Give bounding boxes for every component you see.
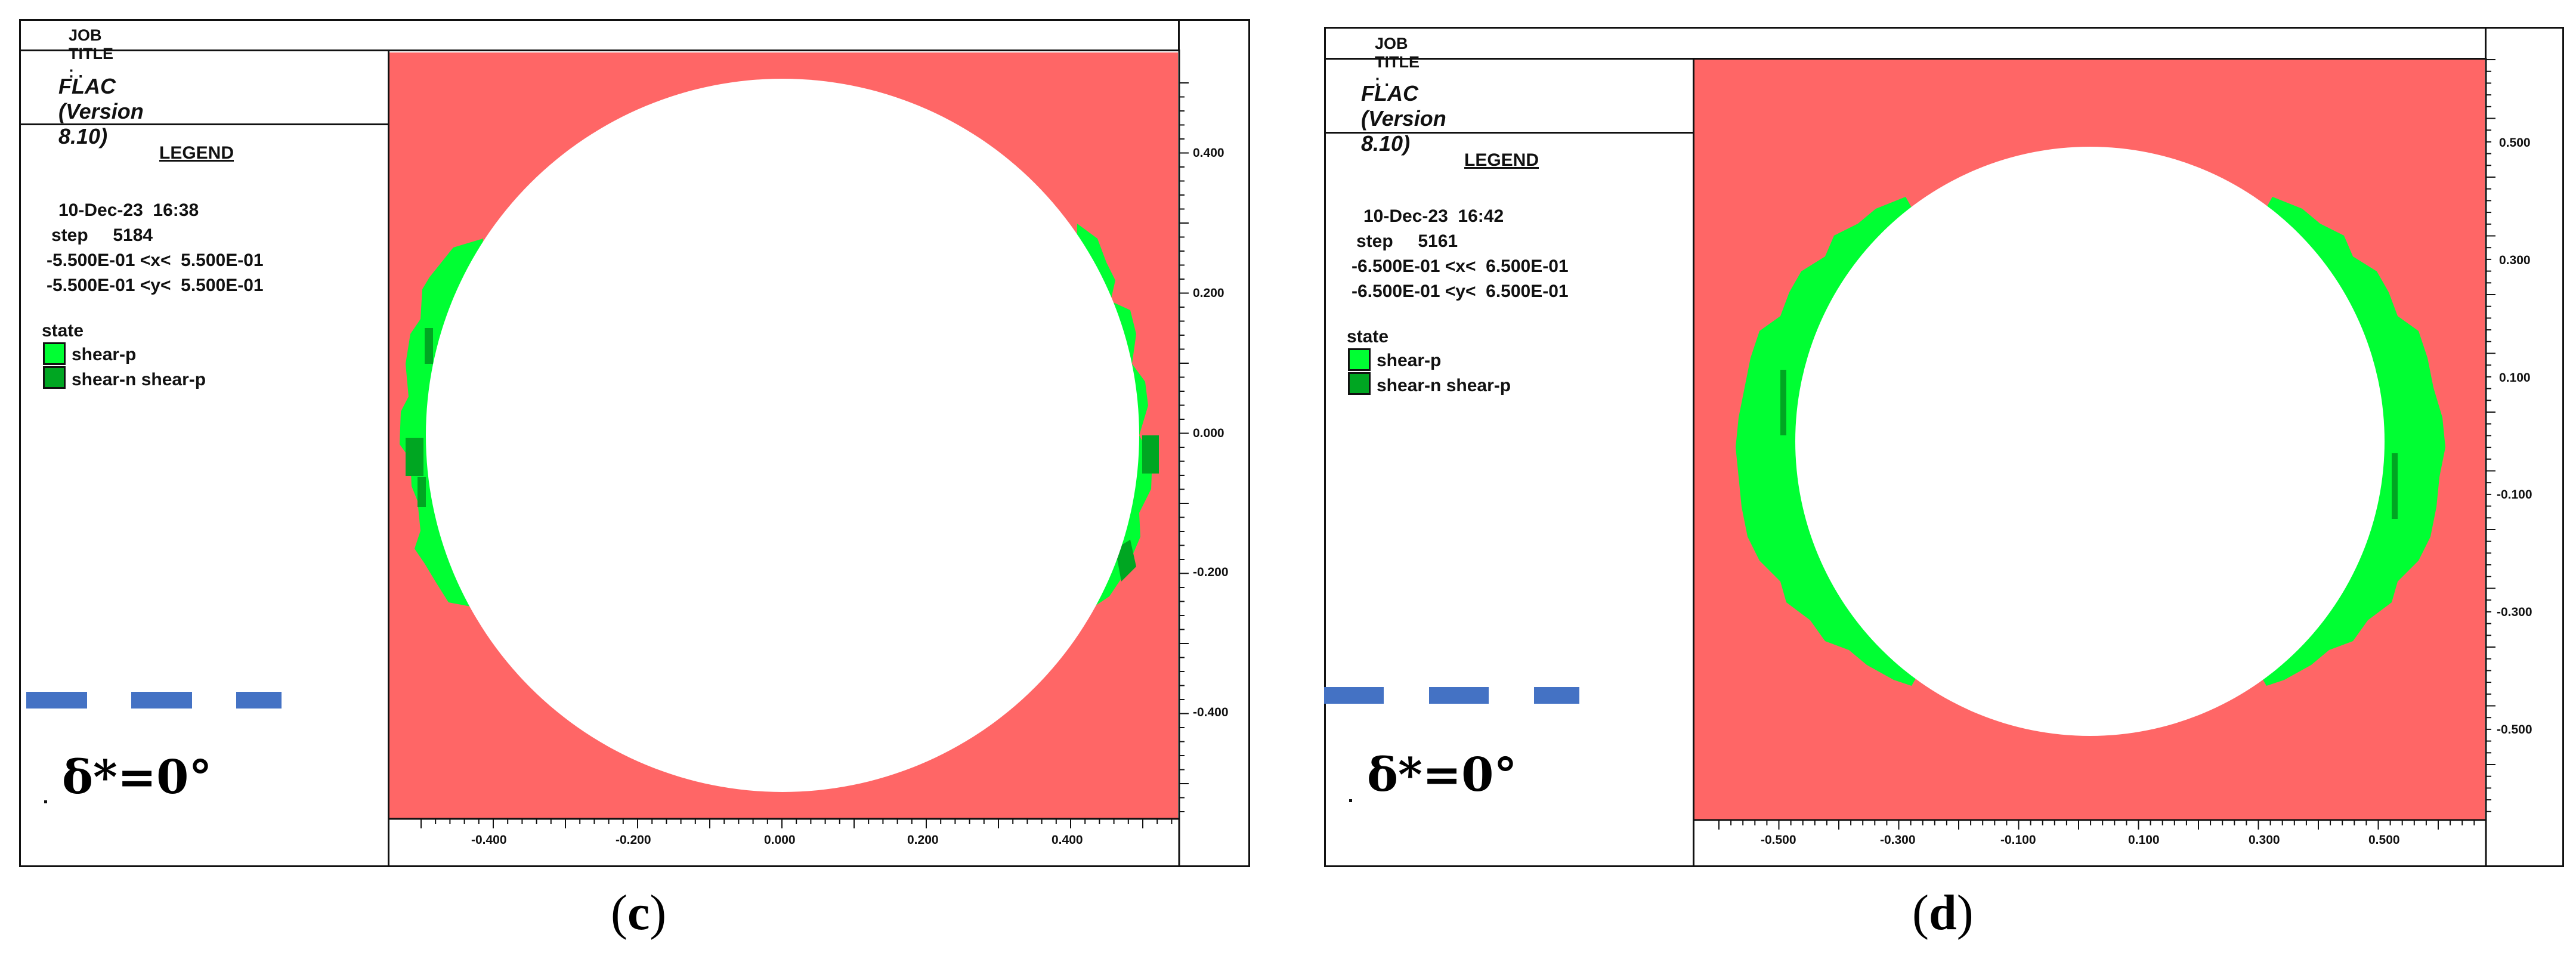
panel-d-info-block: 10-Dec-23 16:42 step 5161 -6.500E-01 <x<…	[1352, 204, 1569, 304]
panel-c-date-time: 10-Dec-23 16:38	[58, 200, 199, 220]
panel-c-legend-heading: LEGEND	[159, 143, 234, 163]
panel-c-dot	[44, 800, 47, 803]
panel-d-title-box	[1324, 58, 1694, 134]
panel-c-dash-1	[26, 692, 87, 709]
panel-c-shear-n-right	[1142, 435, 1159, 474]
panel-d-state-title: state	[1347, 327, 1389, 346]
panel-d-shear-n-right	[2392, 453, 2398, 519]
panel-c-dash-2	[131, 692, 192, 709]
panel-d-ytick-4: -0.100	[2497, 488, 2532, 502]
panel-d-dash-2	[1429, 687, 1489, 704]
panel-d-xtick-6: 0.500	[2368, 833, 2400, 847]
panel-d-legend-label-shear-n-shear-p: shear-n shear-p	[1377, 376, 1511, 395]
panel-d-x-range: -6.500E-01 <x< 6.500E-01	[1352, 256, 1569, 276]
panel-d-ytick-3: 0.100	[2499, 371, 2531, 385]
panel-c-opening	[426, 79, 1139, 792]
panel-d-bottom-axis	[1718, 820, 2475, 830]
panel-c-caption: (c)	[611, 885, 667, 940]
panel-c-right-axis	[1179, 82, 1189, 812]
panel-c-title-box	[19, 49, 389, 125]
panel-d-header-divider	[1324, 58, 2486, 60]
panel-c-program-title: FLAC (Version 8.10)	[58, 74, 144, 148]
panel-c-legend-label-shear-p: shear-p	[72, 345, 137, 364]
panel-c-state-title: state	[42, 321, 84, 341]
panel-c-xtick-2: -0.200	[616, 833, 651, 847]
panel-c-plot	[388, 49, 1189, 867]
panel-d-swatch-shear-p	[1348, 348, 1371, 371]
panel-d-xtick-1: -0.500	[1761, 833, 1796, 847]
panel-c-xtick-1: -0.400	[471, 833, 507, 847]
panel-d-dash-3	[1534, 687, 1579, 704]
panel-d-xtick-5: 0.300	[2249, 833, 2280, 847]
panel-d-sidebar-divider	[1693, 58, 1694, 867]
panel-d-dash-1	[1324, 687, 1384, 704]
panel-d-caption-letter: d	[1928, 885, 1957, 940]
panel-c-swatch-shear-n-shear-p	[43, 366, 66, 389]
panel-c-shear-n-left-3	[425, 328, 433, 364]
panel-d-opening	[1795, 147, 2385, 736]
panel-c-shear-n-left-2	[418, 477, 426, 507]
panel-c-xtick-4: 0.200	[907, 833, 939, 847]
panel-d-y-range: -6.500E-01 <y< 6.500E-01	[1352, 281, 1569, 301]
panel-d-legend-label-shear-p: shear-p	[1377, 351, 1442, 370]
panel-d-step: step 5161	[1356, 231, 1458, 251]
panel-c-shear-n-right-2	[1115, 540, 1136, 581]
panel-c-swatch-shear-p	[43, 342, 66, 365]
panel-d-swatch-shear-n-shear-p	[1348, 372, 1371, 395]
panel-c-shear-n-left	[406, 438, 423, 476]
panel-c-ytick-4: -0.200	[1193, 565, 1229, 579]
panel-c-info-block: 10-Dec-23 16:38 step 5184 -5.500E-01 <x<…	[47, 198, 264, 298]
panel-d-ytick-6: -0.500	[2497, 723, 2532, 737]
panel-d-right-axis	[2486, 59, 2495, 812]
panel-c-ytick-5: -0.400	[1193, 706, 1229, 719]
panel-c-bottom-axis	[420, 819, 1173, 828]
panel-c-xtick-3: 0.000	[764, 833, 796, 847]
panel-c-ytick-3: 0.000	[1193, 426, 1224, 440]
panel-d-xtick-2: -0.300	[1880, 833, 1916, 847]
panel-c-job-title: JOB TITLE : .	[69, 26, 113, 81]
panel-c-ytick-2: 0.200	[1193, 286, 1224, 300]
panel-c-xtick-5: 0.400	[1052, 833, 1083, 847]
panel-d-ytick-2: 0.300	[2499, 253, 2531, 267]
panel-d-shear-n-left	[1780, 370, 1786, 435]
panel-c-delta-annotation: δ*=0°	[62, 750, 212, 805]
panel-c-ytick-1: 0.400	[1193, 146, 1224, 160]
panel-d-xtick-3: -0.100	[2000, 833, 2036, 847]
panel-c-sidebar-divider	[388, 49, 389, 867]
panel-d-plot	[1693, 58, 2495, 867]
panel-c-header-vline	[1178, 19, 1180, 51]
panel-d-header-vline	[2485, 27, 2487, 60]
panel-d-dot	[1349, 799, 1352, 802]
panel-c-legend-label-shear-n-shear-p: shear-n shear-p	[72, 370, 206, 389]
panel-d-ytick-5: -0.300	[2497, 605, 2532, 619]
panel-d-legend-heading: LEGEND	[1464, 150, 1539, 170]
panel-c-step: step 5184	[51, 225, 153, 245]
panel-c-x-range: -5.500E-01 <x< 5.500E-01	[47, 250, 264, 270]
panel-d-date-time: 10-Dec-23 16:42	[1363, 206, 1504, 226]
panel-c-caption-letter: c	[627, 885, 650, 940]
panel-d-caption: (d)	[1912, 885, 1974, 940]
panel-c-dash-3	[236, 692, 282, 709]
panel-d-program-title: FLAC (Version 8.10)	[1361, 81, 1446, 156]
panel-d-ytick-1: 0.500	[2499, 136, 2531, 150]
panel-c-header-divider	[19, 49, 1179, 51]
panel-d-job-title: JOB TITLE : .	[1375, 35, 1420, 89]
panel-c-y-range: -5.500E-01 <y< 5.500E-01	[47, 276, 264, 295]
panel-d-delta-annotation: δ*=0°	[1367, 748, 1517, 802]
panel-d-xtick-4: 0.100	[2128, 833, 2160, 847]
